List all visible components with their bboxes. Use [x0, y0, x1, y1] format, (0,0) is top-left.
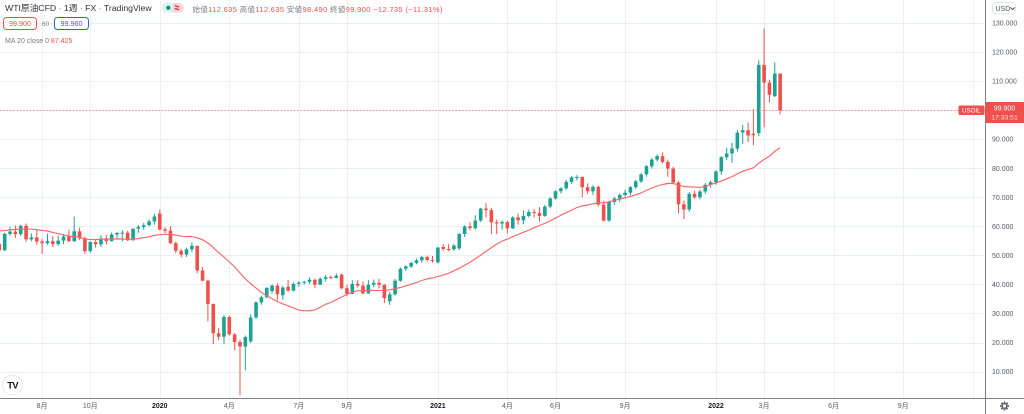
svg-text:4月: 4月	[502, 402, 513, 410]
svg-text:50.000: 50.000	[992, 253, 1014, 260]
svg-text:20.000: 20.000	[992, 340, 1014, 347]
svg-text:120.000: 120.000	[992, 50, 1017, 57]
svg-text:6月: 6月	[550, 402, 561, 410]
svg-text:2021: 2021	[430, 403, 446, 410]
svg-text:90.000: 90.000	[992, 137, 1014, 144]
svg-text:7月: 7月	[293, 402, 304, 410]
svg-text:4月: 4月	[224, 402, 235, 410]
svg-text:10.000: 10.000	[992, 369, 1014, 376]
svg-text:30.000: 30.000	[992, 311, 1014, 318]
svg-text:9月: 9月	[620, 402, 631, 410]
svg-text:USD: USD	[996, 6, 1011, 13]
svg-text:6月: 6月	[828, 402, 839, 410]
svg-text:80.000: 80.000	[992, 166, 1014, 173]
svg-text:TV: TV	[7, 381, 19, 392]
svg-text:始値112.635 高値112.635 安値98.4: 始値112.635 高値112.635 安値98.490 終値99.900 −1…	[193, 4, 443, 14]
svg-text:99.960: 99.960	[61, 19, 83, 28]
svg-text:2020: 2020	[152, 403, 168, 410]
svg-text:60: 60	[42, 21, 50, 28]
svg-text:9月: 9月	[342, 402, 353, 410]
svg-text:130.000: 130.000	[992, 21, 1017, 28]
svg-text:40.000: 40.000	[992, 282, 1014, 289]
svg-text:70.000: 70.000	[992, 195, 1014, 202]
svg-text:99.900: 99.900	[9, 19, 31, 28]
svg-text:99.900: 99.900	[994, 105, 1016, 112]
svg-text:17:33:51: 17:33:51	[991, 115, 1018, 122]
svg-text:60.000: 60.000	[992, 224, 1014, 231]
svg-text:3月: 3月	[759, 402, 770, 410]
svg-text:USOIL: USOIL	[962, 108, 981, 115]
svg-text:WTI原油CFD · 1週 · FX · TradingVi: WTI原油CFD · 1週 · FX · TradingView	[5, 2, 152, 13]
svg-text:110.000: 110.000	[992, 79, 1017, 86]
svg-text:8月: 8月	[37, 402, 48, 410]
svg-text:9月: 9月	[898, 402, 909, 410]
svg-text:MA 20 close 0 87.425: MA 20 close 0 87.425	[5, 38, 72, 45]
svg-text:2022: 2022	[708, 403, 724, 410]
svg-text:10月: 10月	[83, 402, 98, 410]
